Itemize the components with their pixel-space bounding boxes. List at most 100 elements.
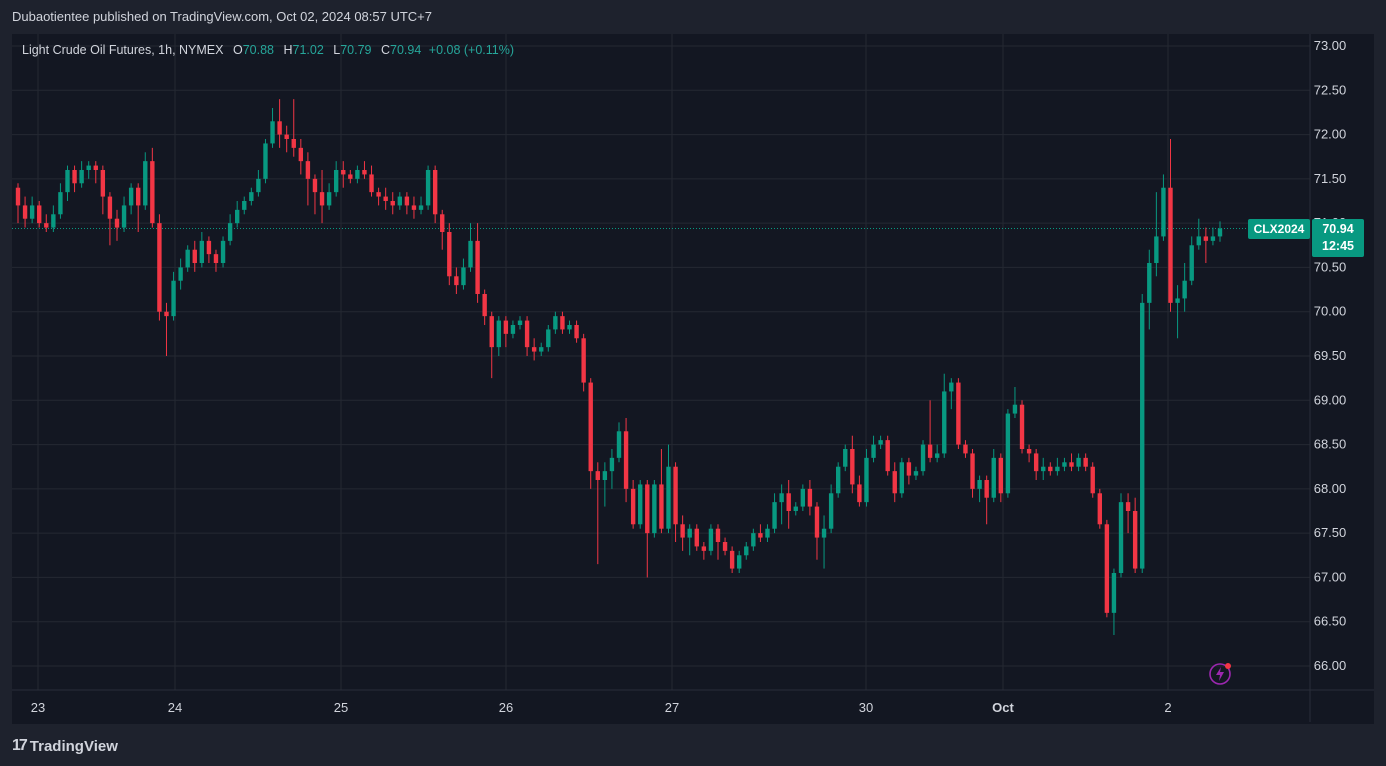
candle-body[interactable]: [645, 484, 650, 534]
candle-body[interactable]: [857, 484, 862, 503]
candle-body[interactable]: [1076, 457, 1081, 467]
candle-body[interactable]: [199, 240, 205, 263]
candle-body[interactable]: [835, 466, 841, 494]
candle-body[interactable]: [885, 440, 890, 472]
candle-body[interactable]: [666, 466, 671, 529]
candle-body[interactable]: [850, 449, 855, 485]
candle-body[interactable]: [949, 382, 954, 392]
candle-body[interactable]: [737, 555, 742, 569]
candle-body[interactable]: [970, 453, 975, 489]
candle-body[interactable]: [404, 196, 410, 206]
candle-body[interactable]: [121, 205, 127, 228]
candle-body[interactable]: [220, 240, 226, 263]
candle-body[interactable]: [708, 528, 714, 551]
candle-body[interactable]: [397, 196, 403, 206]
candle-body[interactable]: [1154, 236, 1159, 263]
candle-body[interactable]: [821, 528, 827, 538]
candle-body[interactable]: [1161, 187, 1166, 237]
candle-body[interactable]: [29, 205, 35, 219]
candle-body[interactable]: [977, 480, 982, 489]
candle-body[interactable]: [461, 267, 466, 286]
candle-body[interactable]: [348, 174, 353, 179]
candle-body[interactable]: [878, 440, 883, 445]
candle-body[interactable]: [531, 347, 537, 352]
candle-body[interactable]: [539, 347, 544, 352]
candle-body[interactable]: [1019, 404, 1025, 449]
candle-body[interactable]: [687, 528, 692, 538]
candle-body[interactable]: [107, 196, 113, 219]
candle-body[interactable]: [892, 471, 897, 494]
candle-body[interactable]: [927, 444, 933, 458]
candle-body[interactable]: [934, 453, 940, 458]
candle-body[interactable]: [744, 546, 749, 556]
candle-body[interactable]: [185, 249, 190, 268]
candle-body[interactable]: [15, 187, 21, 206]
candle-body[interactable]: [1033, 453, 1039, 472]
candle-body[interactable]: [567, 325, 572, 330]
candle-body[interactable]: [171, 280, 176, 317]
candle-body[interactable]: [765, 528, 770, 538]
candle-body[interactable]: [425, 170, 431, 206]
candle-body[interactable]: [1196, 236, 1201, 246]
candle-body[interactable]: [1175, 298, 1180, 303]
candle-body[interactable]: [496, 320, 501, 348]
candle-body[interactable]: [1189, 245, 1194, 281]
candle-body[interactable]: [828, 493, 834, 529]
lightning-icon[interactable]: [1208, 662, 1232, 686]
candle-body[interactable]: [963, 444, 968, 454]
candle-body[interactable]: [1132, 511, 1138, 569]
tradingview-footer[interactable]: 17 TradingView: [12, 734, 118, 758]
candle-body[interactable]: [560, 316, 565, 330]
candle-body[interactable]: [673, 466, 678, 525]
candle-body[interactable]: [362, 170, 367, 175]
candle-body[interactable]: [623, 431, 629, 489]
candle-body[interactable]: [454, 276, 459, 286]
candle-body[interactable]: [440, 214, 445, 232]
candle-body[interactable]: [376, 192, 381, 197]
candle-body[interactable]: [524, 320, 530, 348]
candle-body[interactable]: [234, 209, 240, 224]
candle-body[interactable]: [680, 524, 685, 538]
candle-body[interactable]: [390, 201, 395, 206]
candle-body[interactable]: [546, 329, 551, 348]
candle-body[interactable]: [418, 205, 424, 210]
candle-body[interactable]: [44, 223, 49, 228]
candle-body[interactable]: [864, 457, 869, 503]
candle-body[interactable]: [447, 232, 452, 277]
candle-body[interactable]: [920, 444, 926, 472]
candle-body[interactable]: [913, 471, 919, 476]
candle-body[interactable]: [574, 325, 579, 339]
candle-body[interactable]: [758, 533, 763, 538]
candle-body[interactable]: [22, 205, 28, 219]
candle-body[interactable]: [503, 320, 509, 334]
candle-body[interactable]: [630, 488, 636, 525]
candle-body[interactable]: [1210, 236, 1216, 241]
candle-body[interactable]: [37, 205, 42, 224]
candle-body[interactable]: [51, 214, 56, 228]
candle-body[interactable]: [1048, 466, 1053, 472]
candle-body[interactable]: [114, 218, 120, 228]
candle-body[interactable]: [411, 205, 417, 210]
candle-body[interactable]: [143, 161, 148, 206]
candle-body[interactable]: [991, 457, 996, 498]
candle-body[interactable]: [1055, 466, 1060, 472]
candle-body[interactable]: [814, 506, 820, 538]
candle-body[interactable]: [249, 192, 254, 201]
candle-body[interactable]: [1118, 502, 1124, 573]
candle-body[interactable]: [602, 471, 608, 480]
candle-body[interactable]: [58, 192, 63, 215]
candle-body[interactable]: [178, 267, 183, 281]
candle-body[interactable]: [772, 502, 777, 529]
candle-body[interactable]: [510, 325, 516, 334]
candle-body[interactable]: [1069, 462, 1074, 467]
candle-body[interactable]: [906, 462, 912, 476]
candle-body[interactable]: [1012, 404, 1018, 414]
candle-body[interactable]: [355, 170, 360, 179]
candle-body[interactable]: [588, 382, 593, 472]
candle-body[interactable]: [722, 542, 728, 551]
candle-body[interactable]: [263, 143, 268, 179]
candle-body[interactable]: [206, 240, 212, 255]
candle-body[interactable]: [1147, 263, 1152, 303]
candle-body[interactable]: [871, 444, 876, 458]
